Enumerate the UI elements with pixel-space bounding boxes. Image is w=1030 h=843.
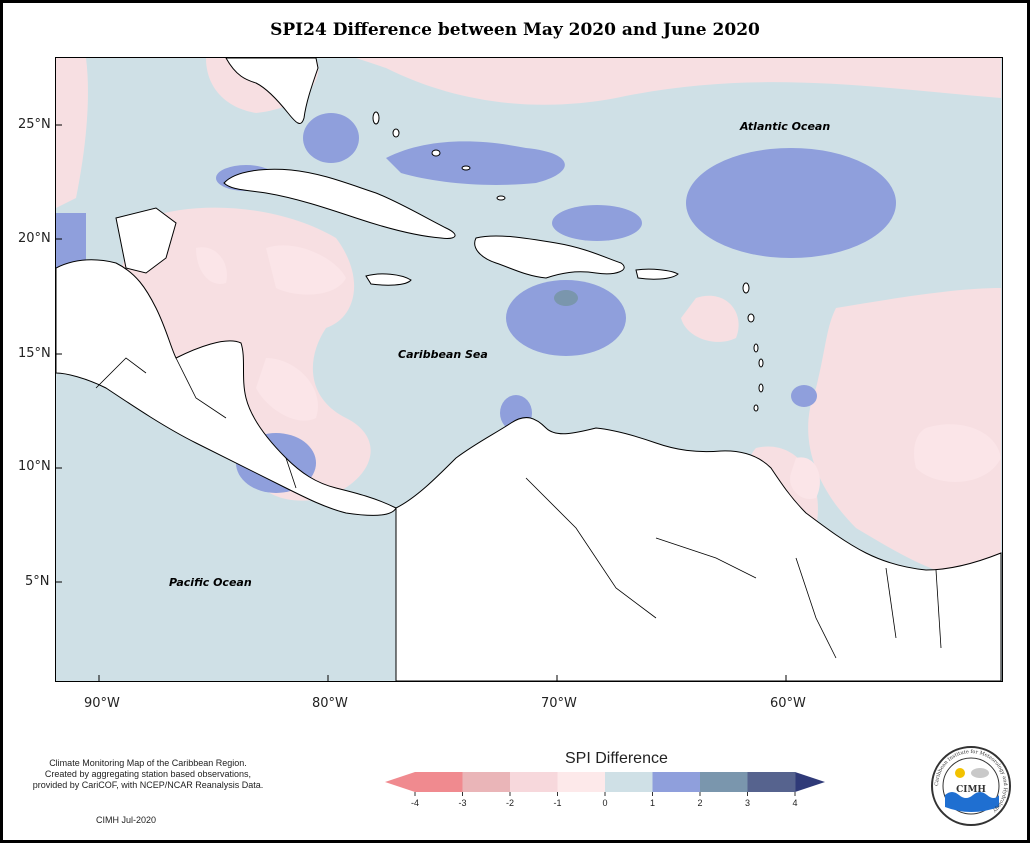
land-masses [56, 58, 1002, 681]
legend-tick-label: 0 [602, 798, 607, 808]
lat-label-5n: 5°N [25, 574, 50, 589]
axis-ticks [56, 124, 787, 681]
legend-tick-label: -4 [411, 798, 419, 808]
map-footnote: Climate Monitoring Map of the Caribbean … [18, 758, 278, 791]
legend-bin [652, 772, 701, 792]
footnote-line: Created by aggregating station based obs… [44, 769, 252, 779]
legend-tick-label: 4 [792, 798, 797, 808]
legend-tick-label: 1 [650, 798, 655, 808]
waves-icon [945, 792, 999, 812]
lon-label-70w: 70°W [541, 696, 577, 711]
legend-bin [605, 772, 653, 792]
legend-arrow-high [795, 772, 825, 792]
map-panel[interactable]: Atlantic Ocean Caribbean Sea Pacific Oce… [55, 57, 1003, 682]
caribbean-sea-label: Caribbean Sea [398, 348, 488, 361]
sun-icon [955, 768, 965, 778]
credit-text: CIMH Jul-2020 [96, 815, 157, 825]
lat-label-10n: 10°N [18, 459, 51, 474]
legend-tick-label: -1 [553, 798, 561, 808]
cimh-logo: CIMH Caribbean Institute for Meteorology… [931, 746, 1011, 826]
logo-text: CIMH [956, 785, 986, 795]
legend-tick-label: 3 [745, 798, 750, 808]
lon-label-80w: 80°W [312, 696, 348, 711]
spi-map-canvas [56, 58, 1002, 681]
footnote-line: provided by CariCOF, with NCEP/NCAR Rean… [32, 780, 264, 790]
weak-negative-areas [196, 245, 1001, 499]
legend-ticks: -4 -3 -2 -1 0 1 2 3 4 [411, 792, 798, 808]
legend-bins [415, 772, 796, 792]
legend-bin [747, 772, 796, 792]
country-borders [95, 357, 942, 659]
footnote-line: Climate Monitoring Map of the Caribbean … [49, 758, 247, 768]
legend-bin [415, 772, 463, 792]
legend-bin [700, 772, 748, 792]
color-legend: -4 -3 -2 -1 0 1 2 3 4 [385, 772, 825, 808]
cloud-icon [971, 768, 989, 778]
pacific-ocean-label: Pacific Ocean [169, 576, 252, 589]
atlantic-ocean-label: Atlantic Ocean [740, 120, 831, 133]
legend-tick-label: 2 [697, 798, 702, 808]
map-title: SPI24 Difference between May 2020 and Ju… [270, 20, 760, 40]
legend-bin [557, 772, 606, 792]
lon-label-90w: 90°W [84, 696, 120, 711]
lat-label-20n: 20°N [18, 231, 51, 246]
legend-title: SPI Difference [565, 750, 668, 767]
lat-label-15n: 15°N [18, 346, 51, 361]
legend-bin [462, 772, 511, 792]
strong-positive-areas [554, 290, 578, 306]
lat-label-25n: 25°N [18, 117, 51, 132]
lon-label-60w: 60°W [770, 696, 806, 711]
legend-bin [510, 772, 558, 792]
legend-tick-label: -2 [506, 798, 514, 808]
legend-arrow-low [385, 772, 415, 792]
legend-tick-label: -3 [458, 798, 466, 808]
